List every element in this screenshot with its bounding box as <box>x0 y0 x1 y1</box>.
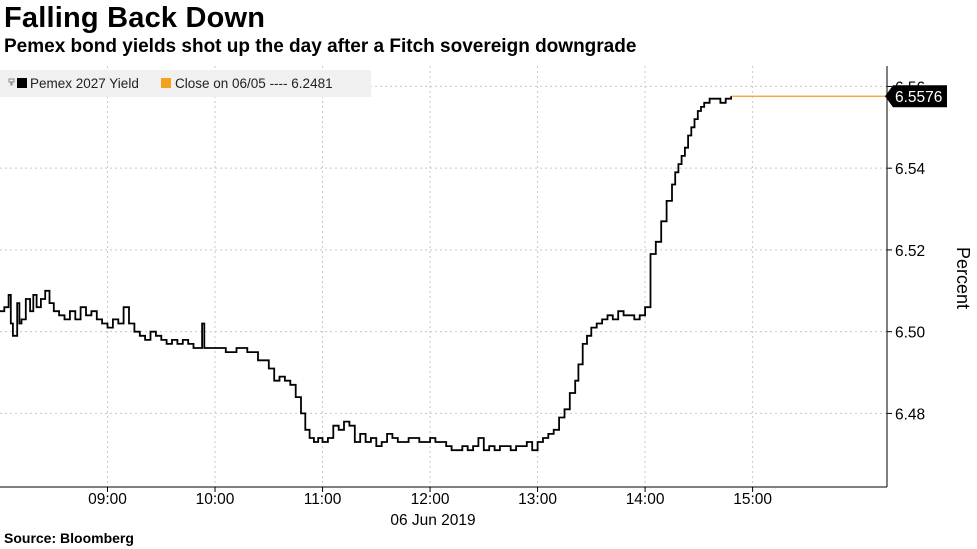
legend-close-swatch <box>161 78 171 88</box>
plot-area <box>0 95 887 452</box>
grid-lines <box>0 66 887 487</box>
legend-background <box>0 70 371 97</box>
x-tick-label: 09:00 <box>88 491 127 508</box>
source-note: Source: Bloomberg <box>4 530 134 546</box>
last-value-badge-shape <box>885 85 947 108</box>
y-tick-label: 6.48 <box>895 406 925 423</box>
legend-series-swatch <box>17 78 27 88</box>
last-value-badge: 6.5576 <box>885 85 947 108</box>
y-axis-label: Percent <box>953 247 973 309</box>
x-tick-label: 13:00 <box>518 491 557 508</box>
y-tick-label: 6.54 <box>895 161 926 178</box>
y-tick-label: 6.50 <box>895 325 926 342</box>
y-tick-label: 6.52 <box>895 243 925 260</box>
x-axis-date-label: 06 Jun 2019 <box>390 512 475 529</box>
series-line-pemex-2027-yield <box>0 96 732 452</box>
axes: 09:00 10:00 11:00 12:00 13:00 14:00 15:00 6.48 6… <box>0 66 926 508</box>
x-tick-label: 11:00 <box>304 491 342 508</box>
pin-icon <box>8 78 15 86</box>
x-tick-label: 12:00 <box>411 491 450 508</box>
x-tick-label: 14:00 <box>626 491 665 508</box>
chart-title: Falling Back Down <box>4 2 266 34</box>
chart-subtitle: Pemex bond yields shot up the day after … <box>4 36 637 57</box>
x-tick-label: 10:00 <box>196 491 235 508</box>
legend-close-label: Close on 06/05 ---- 6.2481 <box>175 76 333 91</box>
legend-series-label: Pemex 2027 Yield <box>30 76 139 91</box>
x-tick-label: 15:00 <box>733 491 772 508</box>
last-value-label: 6.5576 <box>895 89 942 106</box>
legend: Pemex 2027 Yield Close on 06/05 ---- 6.2… <box>0 70 371 97</box>
